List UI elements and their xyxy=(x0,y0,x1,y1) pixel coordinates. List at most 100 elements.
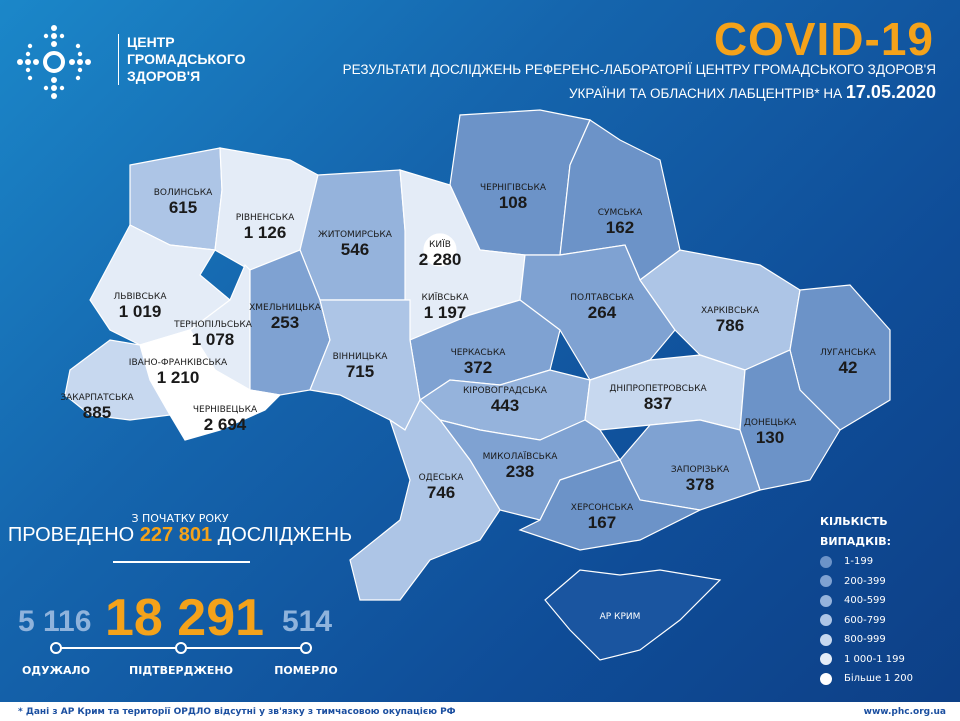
legend-item: 400-599 xyxy=(820,591,913,611)
logo-line: ЗДОРОВ'Я xyxy=(127,68,201,84)
region-label: КИЇВСЬКА 1 197 xyxy=(422,293,469,323)
region-cases: 372 xyxy=(463,358,493,377)
region-name: ДОНЕЦЬКА xyxy=(743,418,797,428)
legend-label: 800-999 xyxy=(844,634,886,646)
recovered-label: ОДУЖАЛО xyxy=(21,664,91,677)
region-label: СУМСЬКА 162 xyxy=(598,208,643,238)
region-name: ЛЬВІВСЬКА xyxy=(113,292,167,302)
region-label: ЧЕРНІГІВСЬКА 108 xyxy=(480,183,546,213)
region-label: ДНІПРОПЕТРОВСЬКА 837 xyxy=(609,384,706,414)
legend-label: Більше 1 200 xyxy=(844,673,914,685)
region-name: ЧЕРНІГІВСЬКА xyxy=(479,183,547,193)
region-label: ЛЬВІВСЬКА 1 019 xyxy=(114,292,167,322)
footer: * Дані з АР Крим та території ОРДЛО відс… xyxy=(0,702,960,721)
legend-swatch xyxy=(820,575,832,588)
region-name: КИЇВ xyxy=(429,240,451,250)
subtitle: РЕЗУЛЬТАТИ ДОСЛІДЖЕНЬ РЕФЕРЕНС-ЛАБОРАТОР… xyxy=(342,62,936,77)
tests-suffix: ДОСЛІДЖЕНЬ xyxy=(217,524,353,546)
legend-label: 1-199 xyxy=(844,556,874,568)
region-cases: 443 xyxy=(490,396,520,415)
region-cases: 1 078 xyxy=(191,330,235,349)
region-label: АР КРИМ xyxy=(600,612,641,622)
region-cases: 108 xyxy=(498,193,528,212)
legend-swatch xyxy=(820,594,832,607)
page-title: COVID-19 xyxy=(713,13,934,65)
region-label: ВОЛИНСЬКА 615 xyxy=(154,188,213,218)
region-shape xyxy=(423,233,457,267)
legend-item: 1 000-1 199 xyxy=(820,650,913,670)
region-cases: 746 xyxy=(426,483,456,502)
region-label: ЧЕРНІВЕЦЬКА 2 694 xyxy=(193,405,257,435)
region-label: ПОЛТАВСЬКА 264 xyxy=(570,293,633,323)
region-cases: 162 xyxy=(605,218,635,237)
region-cases: 1 210 xyxy=(156,368,200,387)
region-cases: 378 xyxy=(685,475,715,494)
region-label: ХЕРСОНСЬКА 167 xyxy=(571,503,633,533)
region-cases: 130 xyxy=(755,428,785,447)
tests-count: 227 801 xyxy=(139,524,213,546)
logo-line: ЦЕНТР xyxy=(127,34,175,50)
region-name: ТЕРНОПІЛЬСЬКА xyxy=(174,320,252,330)
region-shape xyxy=(544,569,722,661)
legend-title: ВИПАДКІВ: xyxy=(820,535,891,548)
region-cases: 167 xyxy=(587,513,617,532)
legend-label: 200-399 xyxy=(844,575,886,587)
region-shape xyxy=(518,459,702,551)
region-label: РІВНЕНСЬКА 1 126 xyxy=(236,213,294,243)
legend: КІЛЬКІСТЬ ВИПАДКІВ: 1-199 200-399 400-599 6… xyxy=(820,512,913,689)
region-label: КІРОВОГРАДСЬКА 443 xyxy=(463,386,547,416)
logo-text: ЦЕНТР ГРОМАДСЬКОГО ЗДОРОВ'Я xyxy=(118,34,246,85)
region-label: ВІННИЦЬКА 715 xyxy=(333,352,388,382)
tests-line: ПРОВЕДЕНО 227 801 ДОСЛІДЖЕНЬ xyxy=(0,524,360,547)
legend-swatch xyxy=(820,555,832,568)
legend-item: 1-199 xyxy=(820,552,913,572)
legend-swatch xyxy=(820,672,832,685)
region-label: ІВАНО-ФРАНКІВСЬКА 1 210 xyxy=(129,358,227,388)
timeline-dot xyxy=(300,642,312,654)
legend-item: 800-999 xyxy=(820,630,913,650)
region-cases: 1 126 xyxy=(243,223,287,242)
region-cases: 715 xyxy=(345,362,375,381)
legend-item: 600-799 xyxy=(820,611,913,631)
region-cases: 42 xyxy=(838,358,858,377)
region-label: ЗАКАРПАТСЬКА 885 xyxy=(60,393,133,423)
legend-swatch xyxy=(820,633,832,646)
region-name: КИЇВСЬКА xyxy=(421,293,469,303)
region-name: МИКОЛАЇВСЬКА xyxy=(482,452,558,462)
region-label: КИЇВ 2 280 xyxy=(419,240,462,270)
timeline-dot xyxy=(175,642,187,654)
region-cases: 2 694 xyxy=(203,415,247,434)
region-name: ЗАКАРПАТСЬКА xyxy=(60,393,134,403)
region-label: ЛУГАНСЬКА 42 xyxy=(820,348,876,378)
region-name: ХМЕЛЬНИЦЬКА xyxy=(249,303,321,313)
region-label: МИКОЛАЇВСЬКА 238 xyxy=(483,452,558,482)
subtitle-date-line: УКРАЇНИ ТА ОБЛАСНИХ ЛАБЦЕНТРІВ* НА 17.05… xyxy=(569,82,936,103)
region-name: ЛУГАНСЬКА xyxy=(820,348,876,358)
legend-label: 1 000-1 199 xyxy=(844,653,905,665)
region-name: ХАРКІВСЬКА xyxy=(701,306,759,316)
region-cases: 264 xyxy=(587,303,617,322)
region-name: ВОЛИНСЬКА xyxy=(153,188,213,198)
footnote: * Дані з АР Крим та території ОРДЛО відс… xyxy=(18,707,456,717)
website-link[interactable]: www.phc.org.ua xyxy=(863,707,946,717)
region-name: ЗАПОРІЗЬКА xyxy=(670,465,730,475)
region-name: ДНІПРОПЕТРОВСЬКА xyxy=(609,384,707,394)
region-shape xyxy=(169,389,282,441)
region-name: СУМСЬКА xyxy=(597,208,643,218)
recovered-count: 5 116 xyxy=(18,605,92,638)
region-name: ІВАНО-ФРАНКІВСЬКА xyxy=(128,358,228,368)
region-cases: 615 xyxy=(168,198,198,217)
region-cases: 786 xyxy=(715,316,745,335)
region-label: ТЕРНОПІЛЬСЬКА 1 078 xyxy=(174,320,252,350)
report-date: 17.05.2020 xyxy=(845,82,936,102)
region-cases: 837 xyxy=(643,394,673,413)
legend-title: КІЛЬКІСТЬ xyxy=(820,515,888,528)
region-cases: 2 280 xyxy=(418,250,462,269)
region-name: ВІННИЦЬКА xyxy=(332,352,388,362)
phc-logo-icon xyxy=(17,25,91,99)
region-cases: 253 xyxy=(270,313,300,332)
region-name: ЧЕРКАСЬКА xyxy=(450,348,506,358)
region-name: РІВНЕНСЬКА xyxy=(235,213,295,223)
divider xyxy=(113,561,250,563)
